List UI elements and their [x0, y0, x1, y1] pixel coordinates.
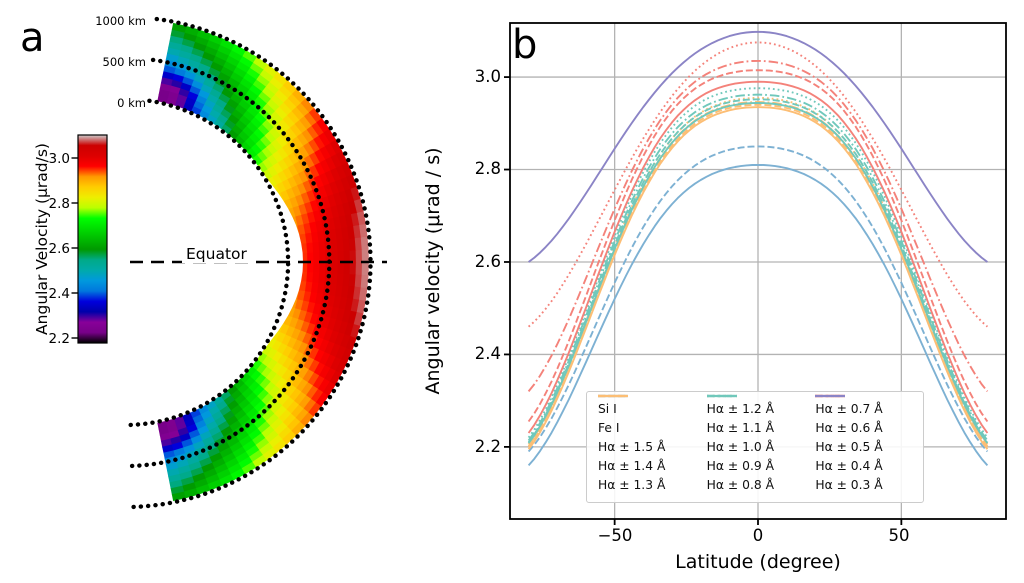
curve-h-1.2	[527, 96, 989, 445]
legend-entry: Hα ± 0.5 Å	[815, 394, 914, 456]
legend-label: Hα ± 0.7 Å	[815, 401, 883, 416]
legend-entry: Hα ± 0.3 Å	[815, 394, 914, 495]
panel-a-canvas	[71, 16, 387, 510]
panel-a-letter: a	[20, 15, 45, 61]
colorbar-tick-2.4: 2.4	[48, 286, 70, 302]
height-arcs	[128, 16, 373, 510]
legend-entry: Hα ± 1.4 Å	[598, 394, 697, 476]
legend-label: Hα ± 0.4 Å	[815, 459, 883, 474]
legend-label: Hα ± 0.9 Å	[706, 459, 775, 474]
legend-label: Hα ± 1.3 Å	[598, 478, 666, 493]
legend-entry: Fe I	[598, 394, 697, 437]
legend-entry: Si I	[598, 394, 697, 418]
legend-label: Hα ± 0.8 Å	[706, 478, 775, 493]
colorbar-tick-2.2: 2.2	[48, 331, 70, 347]
curve-h-0.7	[527, 80, 989, 434]
masked-inner-region	[261, 172, 303, 352]
arc-label-1000km: 1000 km	[95, 14, 146, 28]
legend-entry: Hα ± 0.9 Å	[706, 394, 806, 476]
curve-h-0.5	[527, 59, 989, 392]
curve-h-0.8	[527, 87, 989, 439]
curve-h-1.4	[527, 103, 989, 448]
legend-label: Hα ± 1.4 Å	[598, 459, 666, 474]
colorbar-label: Angular Velocity (μrad/s)	[33, 143, 51, 335]
legend-label: Hα ± 1.5 Å	[598, 439, 666, 454]
legend-entry: Hα ± 0.4 Å	[815, 394, 914, 476]
colorbar	[77, 134, 108, 344]
legend-swatch-line	[706, 394, 737, 398]
panel-b-letter: b	[512, 22, 538, 68]
b-ytick-2.8: 2.8	[474, 159, 501, 178]
b-yaxis-label: Angular velocity (μrad / s)	[422, 147, 444, 395]
curve-h-1.0	[527, 98, 989, 443]
legend-entry: Hα ± 0.8 Å	[706, 394, 806, 495]
arc-label-0km: 0 km	[117, 96, 146, 110]
curve-h-0.9	[527, 93, 989, 441]
legend-entry: Hα ± 1.5 Å	[598, 394, 697, 456]
b-ytick-3.0: 3.0	[474, 67, 501, 86]
b-ytick-2.2: 2.2	[474, 437, 501, 456]
legend: Si I Fe I Hα ± 1.5 Å Hα ± 1.4 Å Hα ± 1.3 Å Hα…	[586, 391, 924, 503]
height-arc-1000km	[131, 16, 373, 510]
colorbar-tick-3.0: 3.0	[48, 151, 70, 167]
legend-label: Fe I	[598, 420, 620, 435]
rotation-annulus	[157, 22, 369, 502]
legend-entry: Hα ± 1.1 Å	[706, 394, 806, 437]
b-xtick-0: 0	[752, 526, 764, 545]
legend-entry: Hα ± 0.7 Å	[815, 394, 914, 418]
b-ytick-2.6: 2.6	[474, 252, 501, 271]
legend-label: Si I	[598, 401, 617, 416]
legend-swatch-line	[598, 394, 628, 398]
legend-label: Hα ± 0.5 Å	[815, 439, 883, 454]
legend-label: Hα ± 0.6 Å	[815, 420, 883, 435]
curve-h-0.6	[527, 69, 989, 423]
legend-entry: Hα ± 1.2 Å	[706, 394, 806, 418]
legend-label: Hα ± 0.3 Å	[815, 478, 883, 493]
height-arc-0km	[128, 98, 291, 428]
curve-fe-i	[527, 145, 989, 453]
legend-entry: Hα ± 1.0 Å	[706, 394, 806, 456]
legend-entry: Hα ± 1.3 Å	[598, 394, 697, 495]
legend-label: Hα ± 1.2 Å	[706, 401, 775, 416]
legend-label: Hα ± 1.0 Å	[706, 439, 775, 454]
legend-entry: Hα ± 0.6 Å	[815, 394, 914, 437]
b-xtick-50: 50	[888, 526, 910, 545]
curve-h-1.1	[527, 102, 989, 444]
legend-swatch-line	[706, 394, 737, 398]
legend-swatch-line	[815, 394, 846, 398]
legend-label: Hα ± 1.1 Å	[706, 420, 775, 435]
height-arc-500km	[129, 57, 332, 469]
b-xaxis-label: Latitude (degree)	[675, 551, 841, 573]
curve-si-i	[527, 163, 989, 467]
b-ytick-2.4: 2.4	[474, 344, 501, 363]
colorbar-tick-2.8: 2.8	[48, 196, 70, 212]
rotation-curves	[527, 30, 989, 467]
equator-label: Equator	[182, 246, 251, 263]
curve-h-0.3	[528, 30, 988, 263]
panel-b-canvas	[504, 22, 1007, 525]
b-xtick-m50: −50	[597, 526, 633, 545]
arc-label-500km: 500 km	[102, 55, 146, 69]
colorbar-tick-2.6: 2.6	[48, 241, 70, 257]
